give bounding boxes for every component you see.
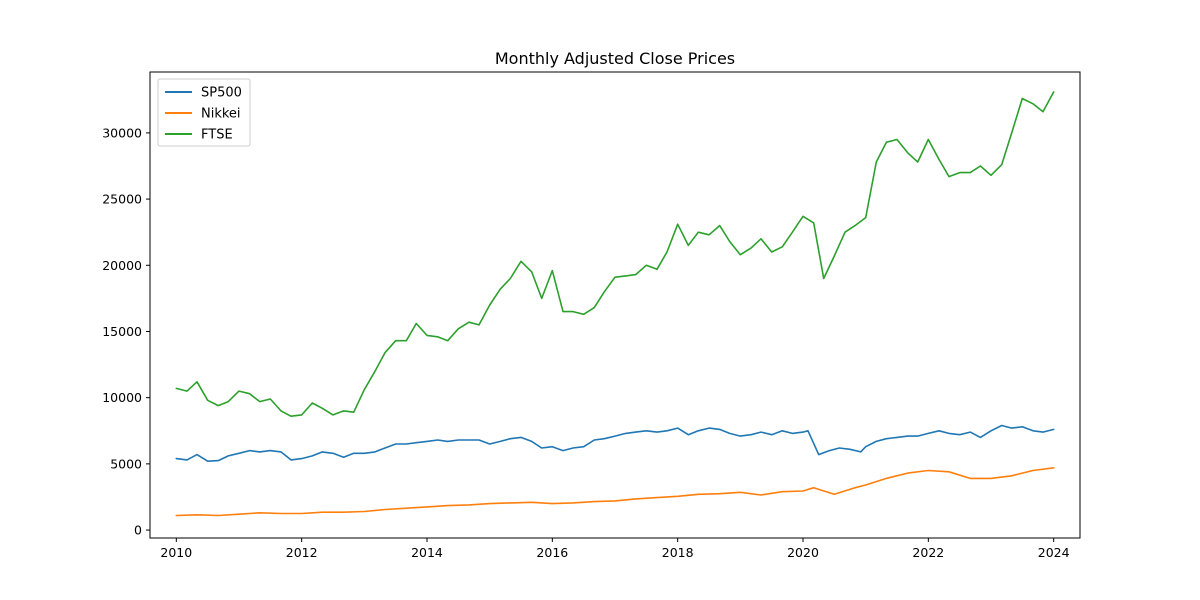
y-tick-label: 15000 <box>102 324 142 339</box>
series-line-sp500 <box>175 424 1055 463</box>
x-tick-label: 2010 <box>160 545 192 560</box>
y-tick-label: 30000 <box>102 125 142 140</box>
legend-label: SP500 <box>201 86 242 101</box>
series-layer <box>175 91 1055 517</box>
y-tick-label: 5000 <box>110 456 142 471</box>
legend: SP500 Nikkei FTSE <box>157 78 251 147</box>
series-line-ftse <box>175 91 1055 418</box>
legend-label: FTSE <box>201 128 233 143</box>
series-line-nikkei <box>175 466 1055 517</box>
legend-label: Nikkei <box>201 107 241 122</box>
chart-title: Monthly Adjusted Close Prices <box>495 49 735 68</box>
x-tick-label: 2014 <box>411 545 443 560</box>
x-tick-label: 2016 <box>536 545 568 560</box>
x-tick-label: 2022 <box>912 545 944 560</box>
x-tick-label: 2012 <box>286 545 318 560</box>
plot-area <box>149 71 1081 539</box>
x-tick-label: 2018 <box>662 545 694 560</box>
y-tick-label: 20000 <box>102 258 142 273</box>
legend-box <box>157 78 251 147</box>
y-axis: 0 5000 10000 15000 20000 25000 30000 <box>102 125 150 538</box>
x-tick-label: 2024 <box>1038 545 1070 560</box>
y-tick-label: 10000 <box>102 390 142 405</box>
y-tick-label: 0 <box>134 523 142 538</box>
plot-frame <box>149 71 1081 539</box>
x-axis: 2010 2012 2014 2016 2018 2020 2022 2024 <box>160 538 1070 560</box>
x-tick-label: 2020 <box>787 545 819 560</box>
y-tick-label: 25000 <box>102 192 142 207</box>
